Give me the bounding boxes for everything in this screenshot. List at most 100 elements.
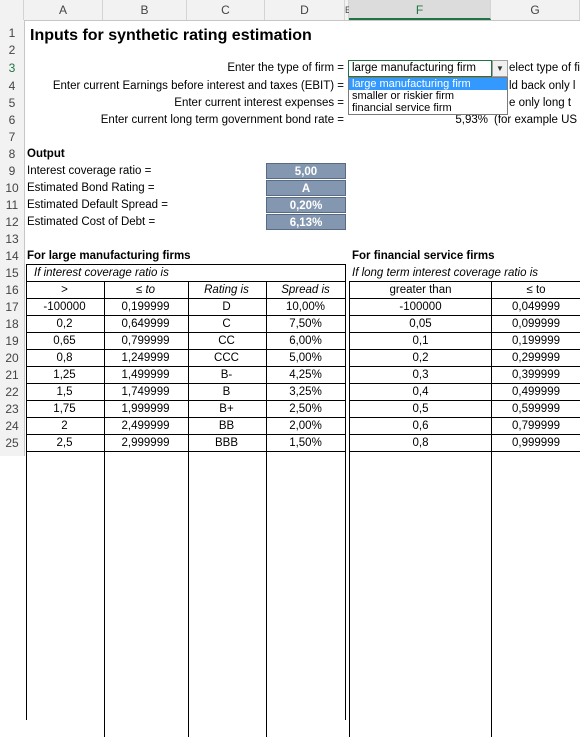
row-header[interactable]: 18: [5, 317, 19, 331]
column-header-f[interactable]: F: [349, 0, 491, 20]
row-header[interactable]: 5: [8, 96, 16, 110]
large-table-cell[interactable]: 1,999999: [121, 403, 170, 415]
large-table-cell[interactable]: B+: [219, 403, 234, 415]
row-header[interactable]: 4: [8, 79, 16, 93]
row-header[interactable]: 21: [5, 368, 19, 382]
large-table-cell[interactable]: C: [222, 318, 231, 330]
row-header[interactable]: 19: [5, 334, 19, 348]
financial-table-cell[interactable]: 0,049999: [512, 301, 560, 313]
large-table-cell[interactable]: CC: [218, 335, 235, 347]
row-header[interactable]: 8: [8, 147, 16, 161]
large-table-cell[interactable]: 3,25%: [289, 386, 322, 398]
large-table-cell[interactable]: -100000: [43, 301, 86, 313]
column-header-d[interactable]: D: [265, 0, 345, 20]
financial-table-cell[interactable]: 0,799999: [512, 420, 560, 432]
chevron-down-icon[interactable]: ▼: [492, 60, 508, 77]
row-header[interactable]: 3: [8, 61, 16, 75]
default-spread-value[interactable]: 0,20%: [266, 197, 346, 213]
firm-type-select[interactable]: large manufacturing firm: [348, 60, 492, 77]
column-header-g[interactable]: G: [491, 0, 580, 20]
select-all-corner[interactable]: [0, 0, 24, 20]
large-table-cell[interactable]: B: [222, 386, 231, 398]
row-header[interactable]: 13: [5, 232, 19, 246]
row-header[interactable]: 24: [5, 419, 19, 433]
large-table-cell[interactable]: 4,25%: [289, 369, 322, 381]
financial-table-cell[interactable]: 0,5: [412, 403, 429, 415]
large-table-cell[interactable]: 2,499999: [121, 420, 170, 432]
financial-table-cell[interactable]: -100000: [399, 301, 442, 313]
large-table-cell[interactable]: 1,249999: [121, 352, 170, 364]
row-header[interactable]: 10: [5, 181, 19, 195]
column-header-c[interactable]: C: [187, 0, 265, 20]
large-table-cell[interactable]: 2,5: [56, 437, 73, 449]
large-table-cell[interactable]: 10,00%: [285, 301, 325, 313]
cost-of-debt-value[interactable]: 6,13%: [266, 214, 346, 230]
financial-table-cell[interactable]: 0,499999: [512, 386, 560, 398]
row-header[interactable]: 2: [8, 43, 16, 57]
row-header[interactable]: 11: [5, 198, 19, 212]
dropdown-option[interactable]: smaller or riskier firm: [352, 90, 455, 102]
large-table-cell[interactable]: 1,499999: [121, 369, 170, 381]
large-table-cell[interactable]: 2,999999: [121, 437, 170, 449]
large-table-cell[interactable]: 0,65: [53, 335, 76, 347]
financial-table-cell[interactable]: 0,1: [412, 335, 429, 347]
row-header[interactable]: 6: [8, 113, 16, 127]
large-table-cell[interactable]: 1,749999: [121, 386, 170, 398]
row-header[interactable]: 22: [5, 385, 19, 399]
large-table-cell[interactable]: 1,25: [53, 369, 76, 381]
financial-table-cell[interactable]: 0,099999: [512, 318, 560, 330]
bond-rating-value[interactable]: A: [266, 180, 346, 196]
large-table-cell[interactable]: 6,00%: [289, 335, 322, 347]
financial-table-cell[interactable]: 0,199999: [512, 335, 560, 347]
row-header[interactable]: 23: [5, 402, 19, 416]
large-table-cell[interactable]: 1,75: [53, 403, 76, 415]
coverage-ratio-value[interactable]: 5,00: [266, 163, 346, 179]
financial-table-cell[interactable]: 0,4: [412, 386, 429, 398]
row-header[interactable]: 16: [5, 283, 19, 297]
large-table-cell[interactable]: D: [222, 301, 231, 313]
financial-table-cell[interactable]: 0,8: [412, 437, 429, 449]
financial-table-header: ≤ to: [526, 284, 546, 296]
row-header[interactable]: 15: [5, 266, 19, 280]
row-header[interactable]: 7: [8, 130, 16, 144]
large-table-cell[interactable]: 0,8: [56, 352, 73, 364]
financial-table-cell[interactable]: 0,05: [409, 318, 432, 330]
large-table-cell[interactable]: B-: [220, 369, 233, 381]
row-header[interactable]: 25: [5, 436, 19, 450]
large-table-cell[interactable]: 0,2: [56, 318, 73, 330]
row-header[interactable]: 14: [5, 249, 19, 263]
large-table-cell[interactable]: 2: [61, 420, 68, 432]
row-header[interactable]: 17: [5, 300, 19, 314]
financial-table-cell[interactable]: 0,6: [412, 420, 429, 432]
financial-table-cell[interactable]: 0,599999: [512, 403, 560, 415]
column-header-b[interactable]: B: [103, 0, 187, 20]
large-table-cell[interactable]: 2,50%: [289, 403, 322, 415]
dropdown-option[interactable]: financial service firm: [352, 102, 452, 114]
financial-table-cell[interactable]: 0,299999: [512, 352, 560, 364]
large-table-cell[interactable]: 2,00%: [289, 420, 322, 432]
large-table-cell[interactable]: 1,50%: [289, 437, 322, 449]
table-border: [349, 349, 580, 350]
row-header[interactable]: 9: [8, 164, 16, 178]
financial-table-cell[interactable]: 0,3: [412, 369, 429, 381]
output-header: Output: [27, 148, 65, 160]
large-table-cell[interactable]: BB: [218, 420, 235, 432]
financial-table-cell[interactable]: 0,2: [412, 352, 429, 364]
row-header[interactable]: 20: [5, 351, 19, 365]
large-table-cell[interactable]: 0,649999: [121, 318, 170, 330]
column-header-a[interactable]: A: [24, 0, 103, 20]
bond-rate-input[interactable]: 5,93%: [455, 114, 488, 126]
row-header[interactable]: 12: [5, 215, 19, 229]
large-table-cell[interactable]: 0,199999: [121, 301, 170, 313]
row-header[interactable]: 1: [8, 26, 16, 40]
large-table-cell[interactable]: 7,50%: [289, 318, 322, 330]
large-table-cell[interactable]: CCC: [214, 352, 239, 364]
large-table-cell[interactable]: 5,00%: [289, 352, 322, 364]
financial-table-cell[interactable]: 0,999999: [512, 437, 560, 449]
large-table-cell[interactable]: BBB: [214, 437, 238, 449]
dropdown-option[interactable]: large manufacturing firm: [349, 78, 507, 90]
large-table-cell[interactable]: 1,5: [56, 386, 73, 398]
column-header-e[interactable]: E: [345, 0, 351, 20]
large-table-cell[interactable]: 0,799999: [121, 335, 170, 347]
financial-table-cell[interactable]: 0,399999: [512, 369, 560, 381]
